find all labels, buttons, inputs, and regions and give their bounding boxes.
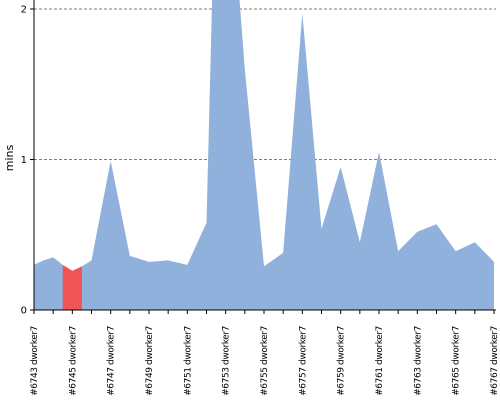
x-tick-label: #6763 dworker7 [413,326,423,396]
grid-lines [34,8,496,160]
x-tick-label: #6749 dworker7 [145,326,155,396]
y-tick-label: 2 [21,5,27,16]
x-tick-labels: #6743 dworker7 #6745 dworker7 #6747 dworke… [30,326,500,396]
y-tick-label: 0 [21,306,27,317]
x-tick-label: #6759 dworker7 [337,326,347,396]
x-tick-label: #6747 dworker7 [107,326,117,396]
y-tick-labels: 0 1 2 [21,5,27,317]
x-tick-label: #6751 dworker7 [183,326,193,396]
plot-area [34,0,494,310]
axes [30,0,496,314]
x-tick-label: #6767 dworker7 [490,326,500,396]
x-tick-label: #6753 dworker7 [222,326,232,396]
x-tick-label: #6761 dworker7 [375,326,385,396]
y-axis-label: mins [3,144,16,171]
x-tick-label: #6743 dworker7 [30,326,40,396]
x-tick-label: #6765 dworker7 [452,326,462,396]
y-tick-label: 1 [21,155,27,166]
x-tick-label: #6745 dworker7 [68,326,78,396]
x-tick-label: #6755 dworker7 [260,326,270,396]
x-tick-label: #6757 dworker7 [298,326,308,396]
area-series [34,0,494,310]
highlighted-build-segment[interactable] [62,264,82,310]
